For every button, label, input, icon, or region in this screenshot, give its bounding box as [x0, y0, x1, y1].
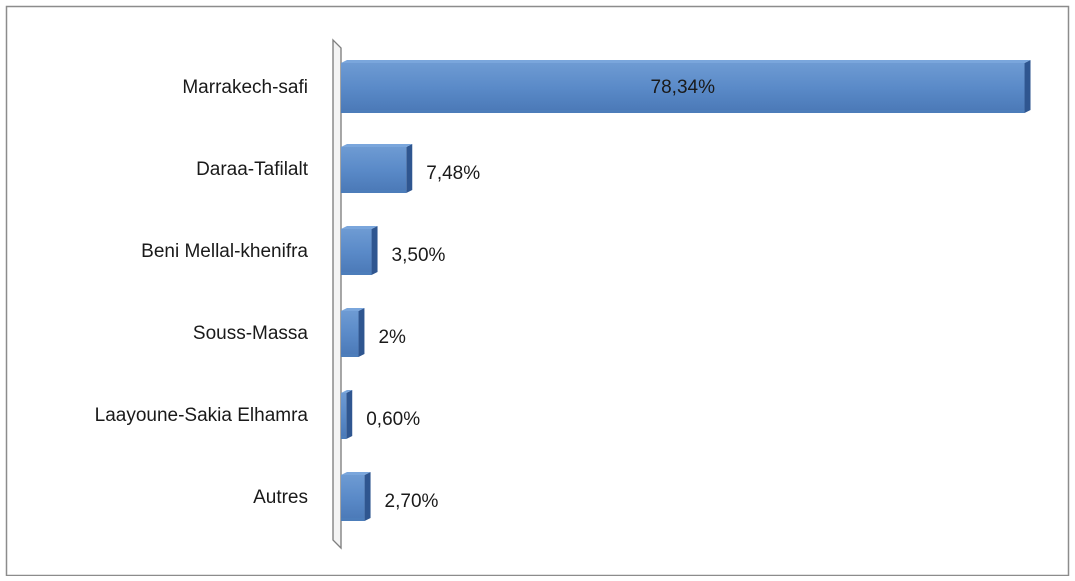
- bar-side: [346, 390, 353, 439]
- bar-shade: [341, 354, 359, 357]
- bar-top: [341, 308, 365, 311]
- value-label: 0,60%: [366, 409, 420, 430]
- value-label: 2%: [378, 327, 406, 348]
- bar-side: [371, 226, 378, 275]
- value-label: 2,70%: [385, 491, 439, 512]
- bar-side: [406, 144, 413, 193]
- bar-side: [364, 472, 371, 521]
- value-label: 3,50%: [392, 245, 446, 266]
- bar-side: [1024, 60, 1031, 113]
- bar-top: [341, 472, 371, 475]
- bar: [341, 63, 1025, 113]
- value-label: 78,34%: [651, 77, 716, 98]
- bar: [341, 147, 407, 193]
- y-tick-label: Daraa-Tafilalt: [196, 159, 309, 180]
- y-tick-label: Souss-Massa: [193, 323, 309, 344]
- y-tick-label: Laayoune-Sakia Elhamra: [95, 405, 309, 426]
- bar-shade: [341, 110, 1025, 113]
- bar: [341, 393, 347, 439]
- bar: [341, 229, 372, 275]
- bar-top: [341, 144, 413, 147]
- bar: [341, 475, 365, 521]
- bar-side: [358, 308, 365, 357]
- bar-shade: [341, 190, 407, 193]
- axis-wall-edge: [332, 38, 342, 550]
- bar-shade: [341, 518, 365, 521]
- bar-top: [341, 390, 353, 393]
- y-tick-label: Beni Mellal-khenifra: [141, 241, 308, 262]
- axis-wall: [332, 38, 342, 550]
- value-label: 7,48%: [426, 163, 480, 184]
- bar-top: [341, 60, 1031, 63]
- bar-shade: [341, 436, 347, 439]
- bar-top: [341, 226, 378, 229]
- bar-shade: [341, 272, 372, 275]
- bar: [341, 311, 359, 357]
- y-tick-label: Marrakech-safi: [182, 77, 308, 98]
- y-tick-label: Autres: [253, 487, 308, 508]
